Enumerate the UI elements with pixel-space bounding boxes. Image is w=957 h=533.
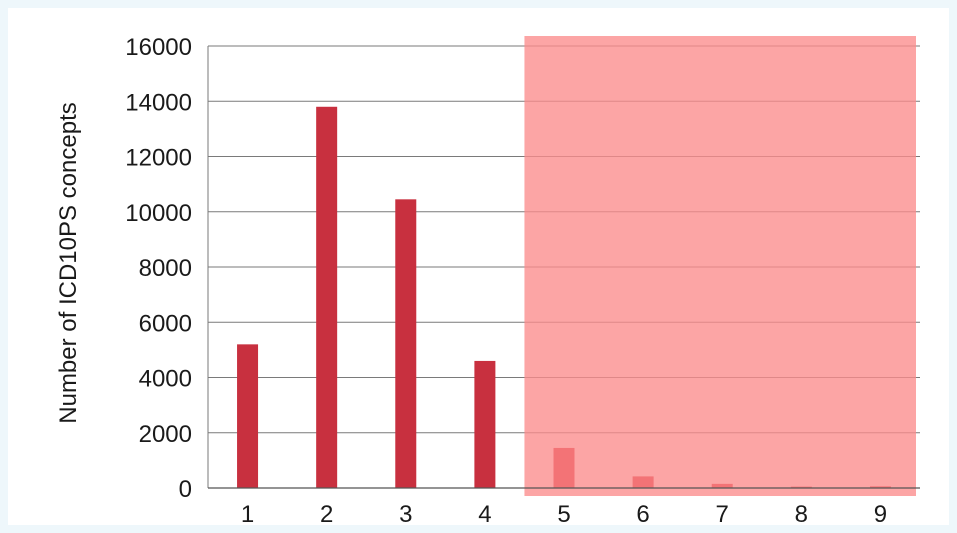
y-tick-labels: 0 2000 4000 6000 8000 10000 12000 14000 16000 (125, 34, 192, 503)
x-tick-label: 2 (320, 501, 333, 525)
chart-container: 0 2000 4000 6000 8000 10000 12000 14000 16000 1 2… (8, 8, 949, 525)
highlight-region (524, 36, 916, 496)
x-tick-labels: 1 2 3 4 5 6 7 8 9 (241, 501, 887, 525)
bar-2 (316, 106, 338, 489)
y-tick-label: 8000 (139, 255, 192, 282)
highlight-overlay (524, 36, 916, 496)
y-tick-label: 6000 (139, 310, 192, 337)
x-tick-label: 9 (874, 501, 887, 525)
x-tick-label: 7 (716, 501, 729, 525)
x-tick-label: 5 (557, 501, 570, 525)
x-tick-label: 4 (478, 501, 491, 525)
x-tick-label: 6 (636, 501, 649, 525)
y-tick-label: 0 (179, 476, 192, 503)
y-axis-title: Number of ICD10PS concepts (55, 102, 82, 423)
y-tick-label: 12000 (125, 145, 192, 172)
y-tick-label: 14000 (125, 89, 192, 116)
x-tick-label: 1 (241, 501, 254, 525)
bar-3 (395, 199, 417, 488)
bar-4 (474, 360, 496, 488)
bar-1 (237, 344, 259, 488)
y-tick-label: 16000 (125, 34, 192, 61)
y-tick-label: 10000 (125, 200, 192, 227)
x-tick-label: 8 (795, 501, 808, 525)
y-tick-label: 2000 (139, 421, 192, 448)
bar-chart: 0 2000 4000 6000 8000 10000 12000 14000 16000 1 2… (55, 34, 920, 525)
y-tick-label: 4000 (139, 366, 192, 393)
x-tick-label: 3 (399, 501, 412, 525)
axes (207, 46, 920, 489)
